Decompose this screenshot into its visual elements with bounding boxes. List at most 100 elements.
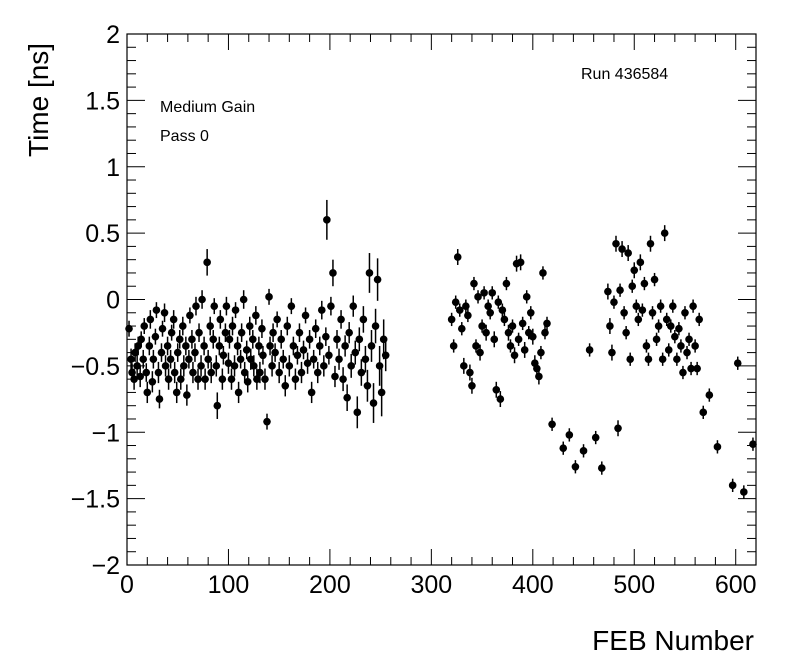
data-point	[140, 318, 149, 335]
marker	[157, 348, 166, 357]
data-point	[687, 361, 695, 376]
marker	[579, 447, 588, 455]
data-point	[610, 295, 618, 309]
data-point	[685, 332, 693, 346]
data-point	[133, 355, 141, 377]
data-point	[145, 336, 154, 356]
marker	[502, 279, 511, 288]
marker	[606, 322, 614, 330]
marker	[125, 324, 133, 333]
data-point	[565, 428, 574, 442]
marker	[234, 388, 243, 397]
data-point	[143, 381, 152, 404]
data-point	[277, 330, 286, 349]
data-point	[591, 430, 600, 445]
data-point	[559, 441, 568, 455]
data-point	[679, 365, 687, 380]
data-point	[309, 349, 318, 369]
data-point	[307, 381, 316, 404]
data-point	[285, 355, 294, 377]
y-tick-label: −0.5	[71, 353, 120, 381]
data-point	[268, 355, 276, 377]
data-point	[155, 389, 164, 409]
data-point	[504, 324, 513, 341]
marker	[506, 342, 515, 350]
marker	[172, 388, 181, 397]
data-point	[212, 355, 221, 377]
marker	[357, 368, 366, 377]
marker	[597, 464, 606, 472]
data-point	[632, 299, 641, 313]
data-point	[299, 340, 308, 360]
data-point	[195, 323, 203, 342]
marker	[315, 342, 324, 350]
data-point	[303, 352, 312, 374]
data-point	[170, 361, 179, 384]
data-point	[320, 355, 328, 377]
data-point	[219, 345, 228, 365]
marker	[630, 266, 639, 275]
marker	[206, 322, 214, 330]
marker	[626, 355, 634, 364]
marker	[496, 395, 505, 403]
marker	[309, 355, 318, 364]
data-point	[139, 349, 148, 369]
marker	[186, 311, 194, 320]
marker	[277, 335, 286, 344]
marker	[480, 289, 488, 297]
marker	[161, 362, 170, 370]
marker	[231, 306, 240, 314]
data-point	[222, 296, 231, 316]
data-point	[224, 352, 233, 374]
data-point	[188, 330, 196, 349]
data-point	[630, 262, 639, 279]
marker	[320, 362, 328, 370]
marker	[175, 335, 184, 344]
marker	[679, 368, 687, 377]
y-tick-label: 2	[106, 21, 120, 49]
marker	[464, 311, 472, 320]
data-point	[279, 349, 288, 369]
marker	[363, 381, 372, 390]
y-tick-label: −2	[91, 552, 120, 580]
marker	[303, 359, 312, 368]
marker	[322, 332, 330, 341]
data-point	[265, 288, 273, 305]
data-point	[612, 235, 620, 252]
data-point	[522, 290, 531, 304]
data-point	[169, 310, 178, 329]
marker	[289, 342, 298, 350]
marker	[269, 328, 277, 337]
marker	[640, 279, 649, 288]
marker	[365, 269, 374, 277]
marker	[351, 348, 360, 357]
data-point	[250, 355, 258, 377]
data-point	[535, 368, 543, 385]
marker	[140, 322, 149, 330]
marker	[494, 298, 503, 306]
data-point	[185, 349, 193, 369]
marker	[154, 368, 163, 377]
data-point	[457, 322, 466, 336]
marker	[347, 362, 356, 370]
marker	[256, 368, 264, 377]
data-point	[689, 299, 697, 313]
marker	[265, 293, 273, 301]
data-point	[210, 298, 219, 315]
data-point	[664, 343, 673, 357]
marker	[204, 355, 212, 364]
data-point	[323, 199, 331, 240]
data-point	[642, 339, 651, 353]
marker	[644, 355, 653, 364]
data-point	[189, 361, 197, 384]
marker	[518, 319, 527, 328]
marker	[468, 381, 476, 390]
data-point	[464, 308, 472, 323]
data-point	[293, 345, 302, 365]
data-point	[662, 312, 671, 327]
marker	[237, 328, 246, 337]
marker	[646, 239, 655, 248]
data-point	[713, 440, 722, 454]
marker	[131, 348, 139, 357]
